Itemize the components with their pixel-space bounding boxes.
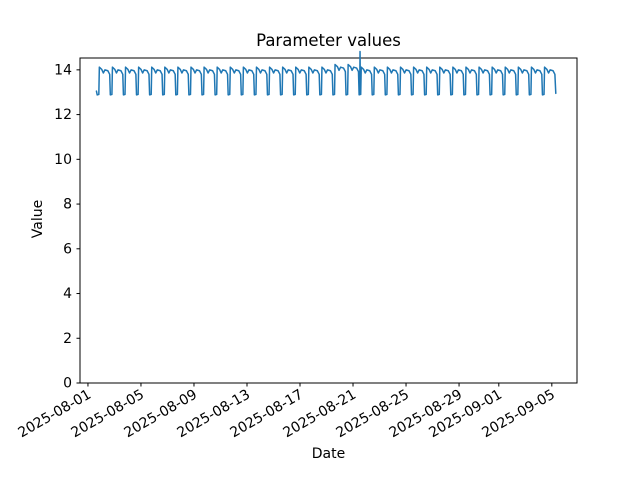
y-tick-label: 0 [63, 376, 72, 392]
y-tick-label: 4 [63, 286, 72, 302]
chart-title: Parameter values [256, 31, 401, 50]
y-tick-label: 8 [63, 197, 72, 213]
y-tick-label: 12 [54, 107, 72, 123]
y-tick-label: 14 [54, 62, 72, 78]
y-tick-label: 6 [63, 241, 72, 257]
y-tick-label: 2 [63, 331, 72, 347]
x-axis-label: Date [311, 446, 346, 462]
data-line-parameter-values [95, 50, 557, 96]
y-tick-label: 10 [54, 152, 72, 168]
plot-border [79, 57, 578, 384]
